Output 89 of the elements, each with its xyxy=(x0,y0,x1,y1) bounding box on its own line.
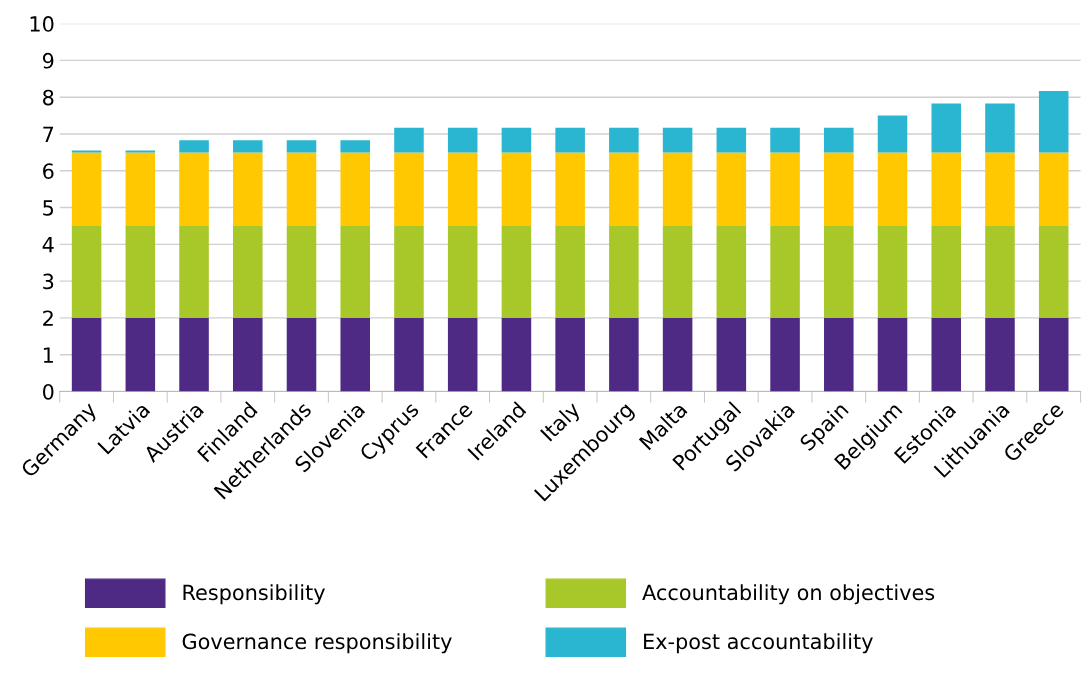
bar xyxy=(877,115,908,153)
bar xyxy=(555,317,585,392)
bar xyxy=(716,152,747,226)
y-tick-label: 7 xyxy=(43,126,54,142)
bar xyxy=(286,225,317,318)
bar xyxy=(716,317,747,392)
bar xyxy=(340,317,371,392)
bar xyxy=(340,225,371,318)
bar xyxy=(555,127,585,153)
bar xyxy=(662,127,693,153)
bar xyxy=(877,152,908,226)
bar xyxy=(394,127,424,153)
y-tick-label: 5 xyxy=(43,200,54,216)
bar xyxy=(985,103,1015,153)
bar xyxy=(770,225,800,318)
bar xyxy=(71,225,102,318)
bar xyxy=(555,152,585,226)
bar xyxy=(716,127,747,153)
bar xyxy=(394,317,424,392)
bar xyxy=(985,225,1015,318)
bar xyxy=(662,225,693,318)
legend-label: Governance responsibility xyxy=(182,633,452,654)
bar xyxy=(340,140,371,153)
bar xyxy=(716,225,747,318)
bar xyxy=(71,317,102,392)
bar xyxy=(931,225,962,318)
bar xyxy=(501,152,532,226)
legend-label: Ex-post accountability xyxy=(644,633,873,654)
bar xyxy=(286,152,317,226)
bar xyxy=(501,317,532,392)
bar xyxy=(824,127,854,153)
y-tick-label: 1 xyxy=(43,347,53,363)
bar xyxy=(125,317,156,392)
bar xyxy=(179,140,209,153)
bar xyxy=(662,152,693,226)
bar xyxy=(179,317,209,392)
bar xyxy=(447,127,478,153)
bar xyxy=(1038,152,1069,226)
bar xyxy=(233,140,263,153)
bar xyxy=(394,152,424,226)
y-tick-label: 2 xyxy=(43,310,53,326)
bar xyxy=(931,152,962,226)
legend-label: Accountability on objectives xyxy=(642,584,935,605)
bar xyxy=(501,127,532,153)
y-tick-label: 9 xyxy=(42,52,54,69)
bar xyxy=(985,317,1015,392)
bar xyxy=(877,317,908,392)
y-tick-label: 3 xyxy=(43,273,54,290)
legend-label: Responsibility xyxy=(183,584,325,605)
bar xyxy=(394,225,424,318)
bar xyxy=(985,152,1015,226)
bar xyxy=(770,127,800,153)
bar xyxy=(824,225,854,318)
bar xyxy=(770,152,800,226)
bar xyxy=(931,103,962,153)
bar xyxy=(609,225,639,318)
bar xyxy=(824,152,854,226)
bar xyxy=(179,152,209,226)
bar xyxy=(609,127,639,153)
y-tick-label: 8 xyxy=(43,89,54,106)
bar xyxy=(233,317,263,392)
bar xyxy=(340,152,371,226)
y-tick-label: 4 xyxy=(42,237,54,253)
bar xyxy=(125,225,156,318)
bar xyxy=(770,317,800,392)
bar xyxy=(555,225,585,318)
bar xyxy=(233,152,263,226)
bar xyxy=(286,140,317,153)
bar xyxy=(447,152,478,226)
bar xyxy=(179,225,209,318)
bar xyxy=(447,317,478,392)
bar xyxy=(1038,90,1069,153)
bar xyxy=(501,225,532,318)
bar xyxy=(824,317,854,392)
bar xyxy=(931,317,962,392)
bar xyxy=(1038,317,1069,392)
bar xyxy=(877,225,908,318)
bar xyxy=(233,225,263,318)
bar xyxy=(71,152,102,226)
bar xyxy=(125,152,156,226)
bar xyxy=(609,317,639,392)
y-tick-label: 10 xyxy=(30,16,54,32)
bar xyxy=(447,225,478,318)
bar xyxy=(662,317,693,392)
y-tick-label: 0 xyxy=(42,383,54,400)
y-tick-label: 6 xyxy=(43,163,54,179)
bar xyxy=(286,317,317,392)
bar xyxy=(609,152,639,226)
bar xyxy=(1038,225,1069,318)
